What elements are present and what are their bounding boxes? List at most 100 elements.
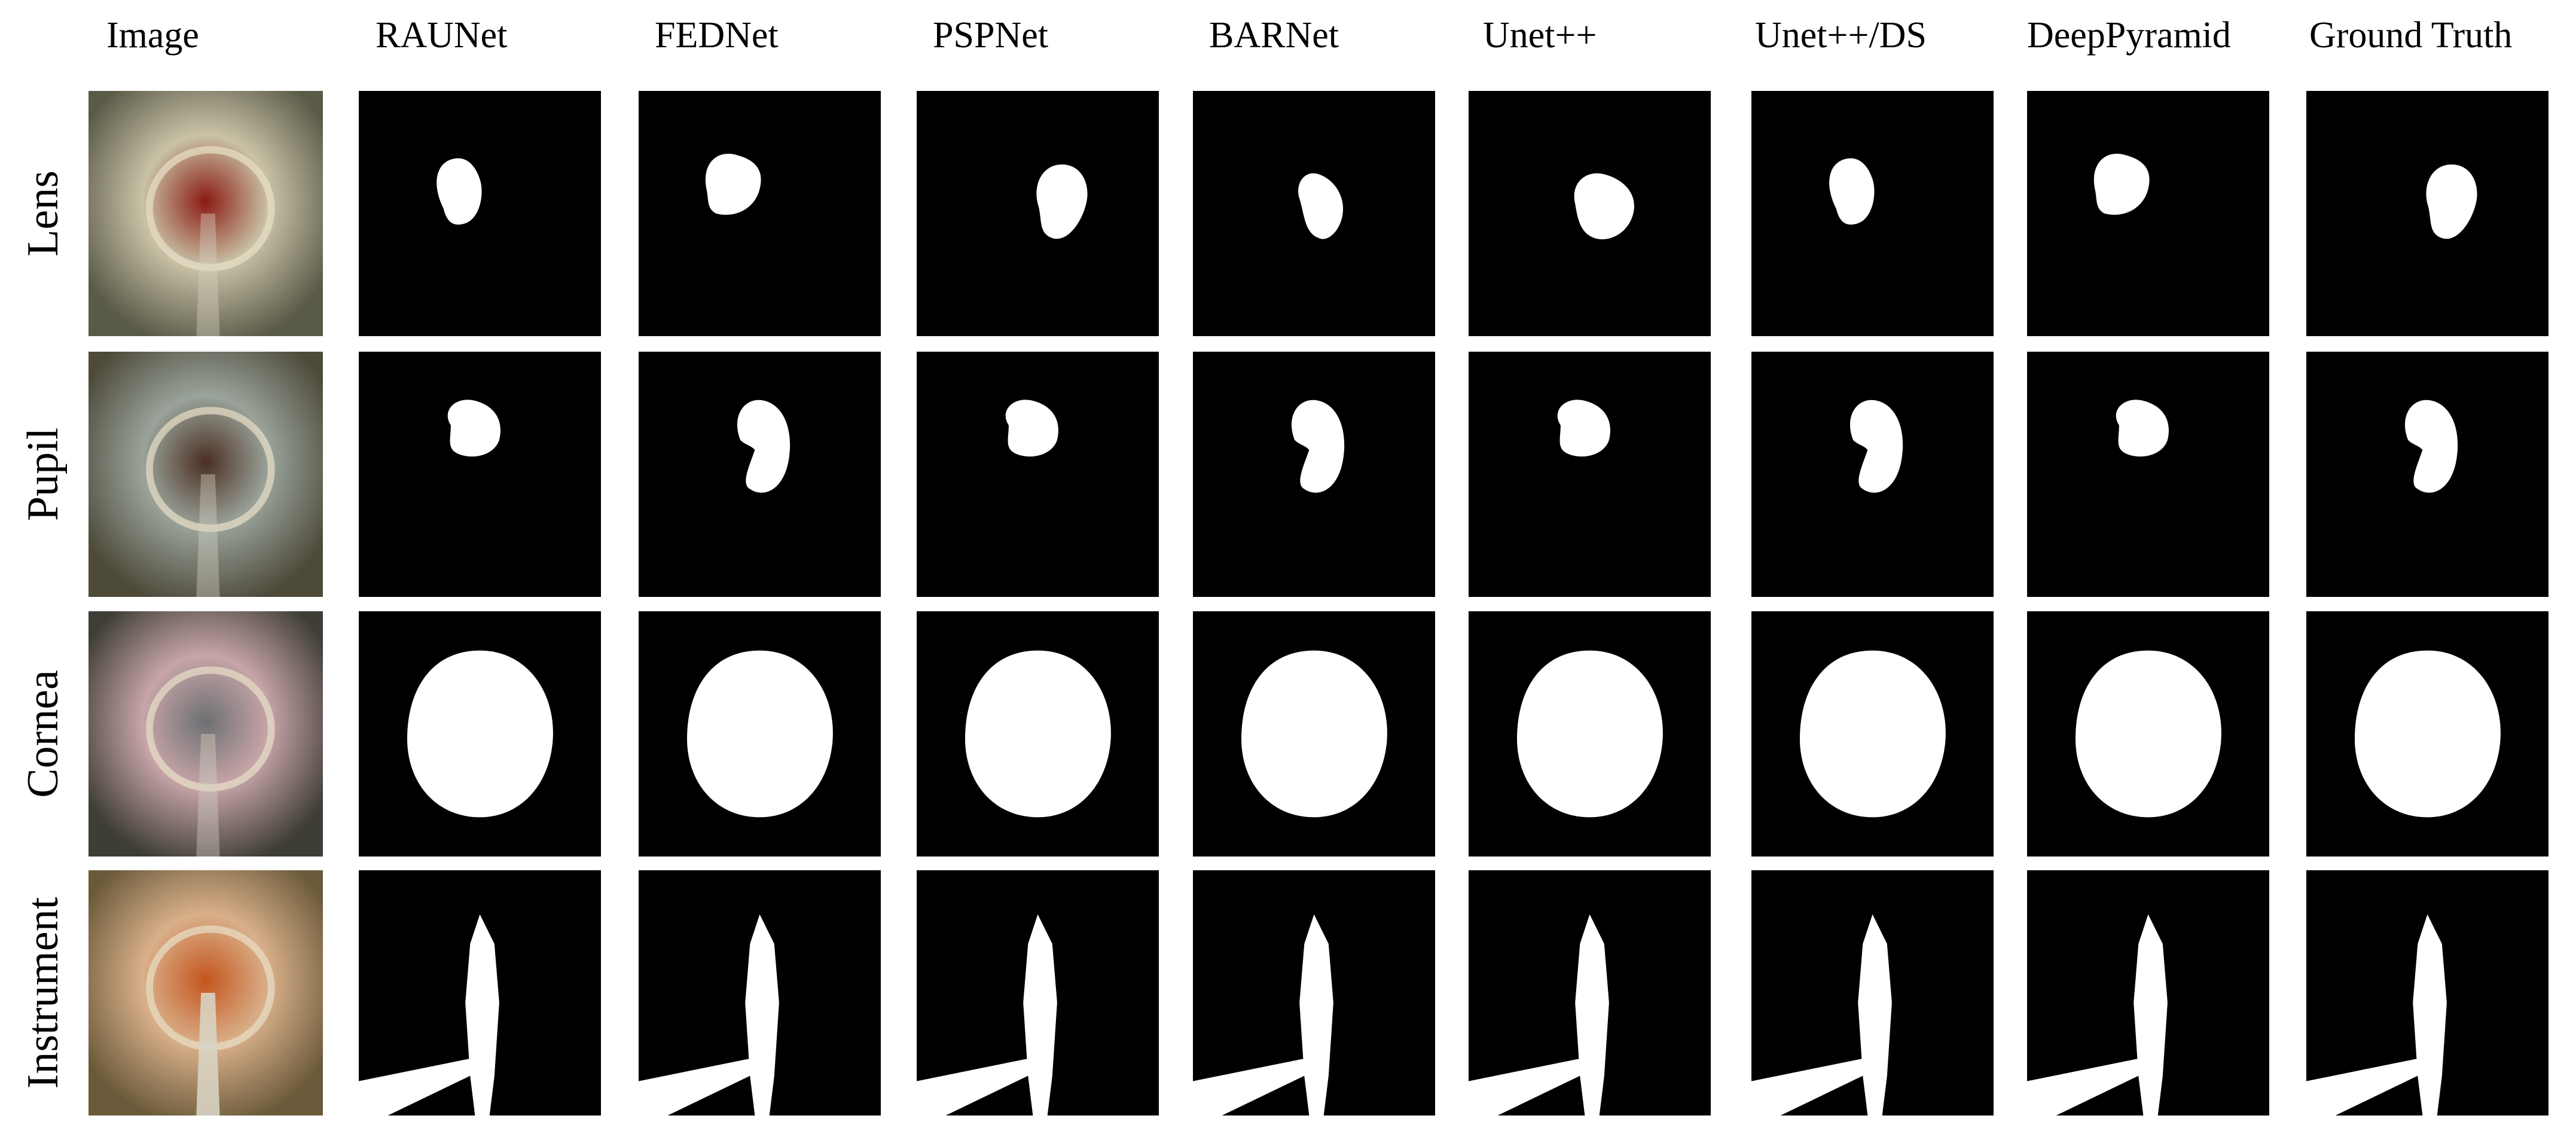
- mask-graphic: [917, 352, 1159, 597]
- mask-graphic: [1193, 870, 1435, 1115]
- mask-graphic: [2306, 91, 2548, 336]
- segmentation-mask-pupil-unet-: [1469, 352, 1711, 597]
- mask-region: [1193, 914, 1333, 1115]
- mask-graphic: [2027, 91, 2269, 336]
- mask-region: [2355, 650, 2501, 818]
- surgical-photo-background: [88, 352, 323, 597]
- surgical-instrument: [196, 734, 220, 857]
- surgical-instrument: [196, 214, 220, 336]
- mask-background: [359, 91, 601, 336]
- segmentation-mask-pupil-ground-truth: [2306, 352, 2548, 597]
- segmentation-mask-lens-unet-: [1469, 91, 1711, 336]
- mask-region: [1751, 914, 1892, 1115]
- segmentation-mask-instrument-barnet: [1193, 870, 1435, 1115]
- segmentation-mask-instrument-unet-: [1469, 870, 1711, 1115]
- mask-graphic: [2027, 352, 2269, 597]
- mask-region: [705, 154, 761, 215]
- segmentation-mask-lens-pspnet: [917, 91, 1159, 336]
- mask-graphic: [1469, 611, 1711, 857]
- mask-region: [1574, 173, 1634, 240]
- mask-region: [687, 650, 833, 818]
- mask-region: [1517, 650, 1663, 818]
- column-header-deeppyramid: DeepPyramid: [2027, 15, 2231, 56]
- mask-graphic: [359, 91, 601, 336]
- segmentation-mask-pupil-deeppyramid: [2027, 352, 2269, 597]
- mask-region: [1849, 400, 1903, 493]
- mask-region: [1241, 650, 1387, 818]
- segmentation-mask-lens-raunet: [359, 91, 601, 336]
- mask-region: [1557, 400, 1610, 457]
- mask-background: [917, 91, 1159, 336]
- segmentation-mask-pupil-pspnet: [917, 352, 1159, 597]
- mask-background: [1751, 91, 1994, 336]
- mask-graphic: [1751, 352, 1994, 597]
- segmentation-mask-instrument-raunet: [359, 870, 601, 1115]
- mask-region: [437, 158, 482, 225]
- segmentation-mask-lens-fednet: [639, 91, 881, 336]
- mask-graphic: [359, 352, 601, 597]
- surgical-image-cornea-image: [88, 611, 323, 857]
- segmentation-mask-pupil-unet-ds: [1751, 352, 1994, 597]
- segmentation-mask-cornea-deeppyramid: [2027, 611, 2269, 857]
- segmentation-mask-lens-ground-truth: [2306, 91, 2548, 336]
- surgical-photo-background: [88, 91, 323, 336]
- mask-region: [1291, 400, 1345, 493]
- mask-region: [2093, 154, 2150, 215]
- surgical-instrument: [196, 993, 220, 1115]
- segmentation-mask-instrument-pspnet: [917, 870, 1159, 1115]
- mask-region: [359, 914, 499, 1115]
- segmentation-mask-lens-unet-ds: [1751, 91, 1994, 336]
- column-header-image: Image: [106, 15, 199, 56]
- segmentation-mask-cornea-unet-ds: [1751, 611, 1994, 857]
- row-label-instrument: Instrument: [19, 897, 68, 1089]
- segmentation-mask-instrument-fednet: [639, 870, 881, 1115]
- segmentation-mask-pupil-fednet: [639, 352, 881, 597]
- mask-graphic: [639, 870, 881, 1115]
- mask-region: [965, 650, 1111, 818]
- mask-graphic: [2027, 870, 2269, 1115]
- segmentation-mask-pupil-raunet: [359, 352, 601, 597]
- column-header-fednet: FEDNet: [655, 15, 779, 56]
- segmentation-mask-instrument-ground-truth: [2306, 870, 2548, 1115]
- mask-region: [407, 650, 553, 818]
- surgical-instrument: [196, 474, 220, 597]
- surgical-image-lens-image: [88, 91, 323, 336]
- eye-iris-ring: [146, 407, 275, 532]
- column-header-pspnet: PSPNet: [933, 15, 1048, 56]
- mask-graphic: [1193, 91, 1435, 336]
- eye-iris-ring: [146, 146, 275, 272]
- mask-graphic: [1193, 352, 1435, 597]
- mask-graphic: [2027, 611, 2269, 857]
- segmentation-mask-cornea-raunet: [359, 611, 601, 857]
- mask-graphic: [359, 611, 601, 857]
- mask-background: [1469, 352, 1711, 597]
- mask-background: [2306, 91, 2548, 336]
- mask-graphic: [1751, 611, 1994, 857]
- column-header-unet-ds: Unet++/DS: [1755, 15, 1927, 56]
- mask-background: [917, 352, 1159, 597]
- mask-background: [639, 91, 881, 336]
- column-header-raunet: RAUNet: [376, 15, 508, 56]
- eye-iris-ring: [146, 666, 275, 792]
- segmentation-mask-cornea-pspnet: [917, 611, 1159, 857]
- mask-graphic: [2306, 611, 2548, 857]
- mask-graphic: [1469, 870, 1711, 1115]
- segmentation-mask-instrument-deeppyramid: [2027, 870, 2269, 1115]
- mask-graphic: [2306, 352, 2548, 597]
- mask-region: [2116, 400, 2169, 457]
- mask-graphic: [917, 611, 1159, 857]
- column-header-unet-: Unet++: [1483, 15, 1597, 56]
- row-label-lens: Lens: [19, 170, 68, 257]
- photo-graphic: [88, 91, 323, 336]
- photo-graphic: [88, 352, 323, 597]
- segmentation-mask-instrument-unet-ds: [1751, 870, 1994, 1115]
- surgical-image-instrument-image: [88, 870, 323, 1115]
- mask-region: [2306, 914, 2447, 1115]
- surgical-photo-background: [88, 611, 323, 857]
- mask-background: [359, 352, 601, 597]
- segmentation-mask-cornea-unet-: [1469, 611, 1711, 857]
- mask-graphic: [1469, 352, 1711, 597]
- mask-region: [737, 400, 790, 493]
- segmentation-mask-pupil-barnet: [1193, 352, 1435, 597]
- column-header-barnet: BARNet: [1209, 15, 1339, 56]
